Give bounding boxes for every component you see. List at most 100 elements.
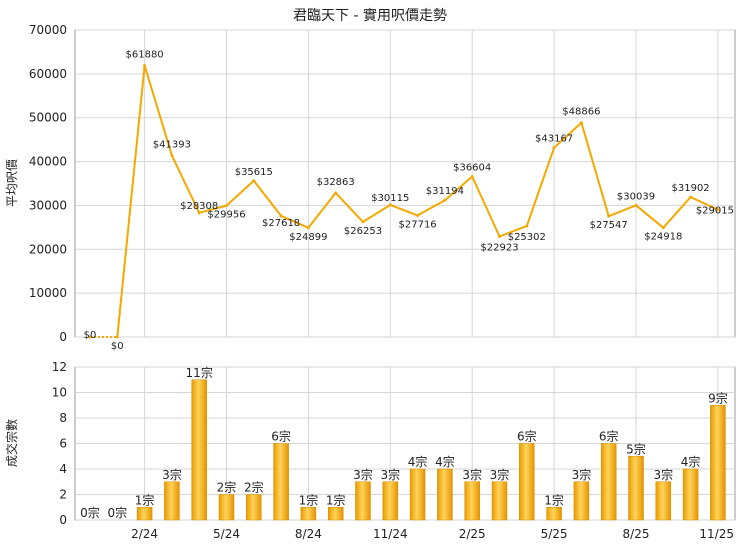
bar-y-axis-label: 成交宗數 <box>4 419 19 467</box>
bar-data-label: 6宗 <box>517 429 537 444</box>
line-panel: 0 10000 20000 30000 40000 50000 60000 70000 $0 $0… <box>29 23 736 352</box>
bar <box>573 481 590 521</box>
line-y-tick-label: 50000 <box>29 111 67 125</box>
line-point <box>716 208 720 212</box>
line-y-tick-label: 70000 <box>29 23 67 37</box>
bar-data-label: 6宗 <box>599 429 619 444</box>
bar-data-label: 3宗 <box>572 467 592 482</box>
bar-data-label: 6宗 <box>271 429 291 444</box>
bar <box>273 443 289 521</box>
x-tick-label: 11/24 <box>373 527 408 541</box>
bar <box>437 468 453 521</box>
bar <box>355 481 371 521</box>
line-data-label: $29956 <box>207 210 245 221</box>
line-point <box>579 121 583 125</box>
bar-data-label: 1宗 <box>544 492 564 507</box>
bar-data-label: 3宗 <box>653 467 673 482</box>
bar-y-tick-label: 0 <box>59 513 67 527</box>
line-point <box>306 226 310 230</box>
line-data-label: $61880 <box>126 50 164 61</box>
bar-y-tick-label: 8 <box>59 411 67 425</box>
line-data-label: $31194 <box>426 186 464 197</box>
bar-data-label: 1宗 <box>135 492 155 507</box>
line-point <box>607 214 611 218</box>
bar-data-label: 4宗 <box>681 454 701 469</box>
line-data-label: $30115 <box>371 193 409 204</box>
line-data-label: $36604 <box>453 162 491 173</box>
bar <box>464 481 480 521</box>
bar <box>382 481 399 521</box>
bar-y-tick-label: 6 <box>59 437 67 451</box>
line-data-label: $48866 <box>562 107 600 118</box>
bar <box>191 379 207 521</box>
line-data-label: $26253 <box>344 226 382 237</box>
line-point <box>115 335 119 339</box>
x-tick-label: 2/24 <box>131 527 158 541</box>
line-y-tick-label: 30000 <box>29 198 67 212</box>
line-data-label: $30039 <box>617 191 655 202</box>
line-point <box>88 335 92 339</box>
chart-title: 君臨天下 - 實用呎價走勢 <box>293 7 447 24</box>
bar-y-tick-label: 2 <box>59 488 67 502</box>
line-point <box>416 213 420 217</box>
line-point <box>334 191 338 195</box>
line-data-label: $24899 <box>289 232 327 243</box>
bar-y-tick-label: 10 <box>52 386 67 400</box>
line-point <box>689 195 693 199</box>
bar-y-tick-label: 12 <box>52 360 67 374</box>
line-point <box>197 211 201 215</box>
bar <box>600 443 617 521</box>
line-data-label: $35615 <box>235 167 273 178</box>
bar-data-label: 1宗 <box>299 492 319 507</box>
line-data-label: $27618 <box>262 218 300 229</box>
bar <box>136 507 153 521</box>
bar <box>655 481 672 521</box>
bar-data-label: 3宗 <box>490 467 510 482</box>
bar-data-label: 2宗 <box>244 480 264 495</box>
bar <box>409 468 426 521</box>
line-data-label: $32863 <box>317 177 355 188</box>
bar-data-label: 3宗 <box>353 467 373 482</box>
line-data-label: $28308 <box>180 201 218 212</box>
bar <box>246 494 262 521</box>
line-y-tick-label: 40000 <box>29 155 67 169</box>
line-data-label: $41393 <box>153 139 191 150</box>
bar-data-label: 5宗 <box>626 441 646 456</box>
line-y-axis-label: 平均呎價 <box>5 159 19 207</box>
line-y-tick-label: 60000 <box>29 67 67 81</box>
line-point <box>170 153 174 157</box>
line-point <box>525 224 529 228</box>
x-tick-label: 5/24 <box>213 527 240 541</box>
line-data-label: $24918 <box>644 232 682 243</box>
bar-y-tick-label: 4 <box>59 462 67 476</box>
bar <box>300 507 317 521</box>
x-tick-label: 8/25 <box>623 527 650 541</box>
line-point <box>225 204 228 208</box>
bar <box>491 481 508 521</box>
bar <box>519 443 535 521</box>
bar <box>628 456 644 521</box>
line-point <box>143 64 147 68</box>
bar-panel: 0 2 4 6 8 10 12 2/24 5/24 8/24 11/24 2/25 5/25 8/25 11… <box>52 360 736 541</box>
bar-data-label: 0宗 <box>80 505 100 520</box>
line-data-label: $27716 <box>399 219 437 230</box>
bar-data-label: 4宗 <box>408 454 428 469</box>
bar <box>546 507 562 521</box>
line-data-label: $29015 <box>696 206 734 217</box>
line-data-label: $43167 <box>535 134 573 145</box>
line-point <box>470 174 474 178</box>
line-point <box>443 198 447 202</box>
bar-data-label: 4宗 <box>435 454 455 469</box>
x-tick-label: 8/24 <box>295 527 322 541</box>
bar-data-label: 2宗 <box>217 480 237 495</box>
bar <box>164 481 180 521</box>
line-y-tick-label: 10000 <box>29 286 67 300</box>
x-tick-label: 2/25 <box>459 527 486 541</box>
bar-data-label: 3宗 <box>462 467 482 482</box>
line-y-tick-label: 0 <box>59 330 67 344</box>
line-data-label: $27547 <box>590 220 628 231</box>
line-data-label: $25302 <box>508 232 546 243</box>
line-point <box>361 220 365 224</box>
line-data-label: $0 <box>111 341 124 352</box>
